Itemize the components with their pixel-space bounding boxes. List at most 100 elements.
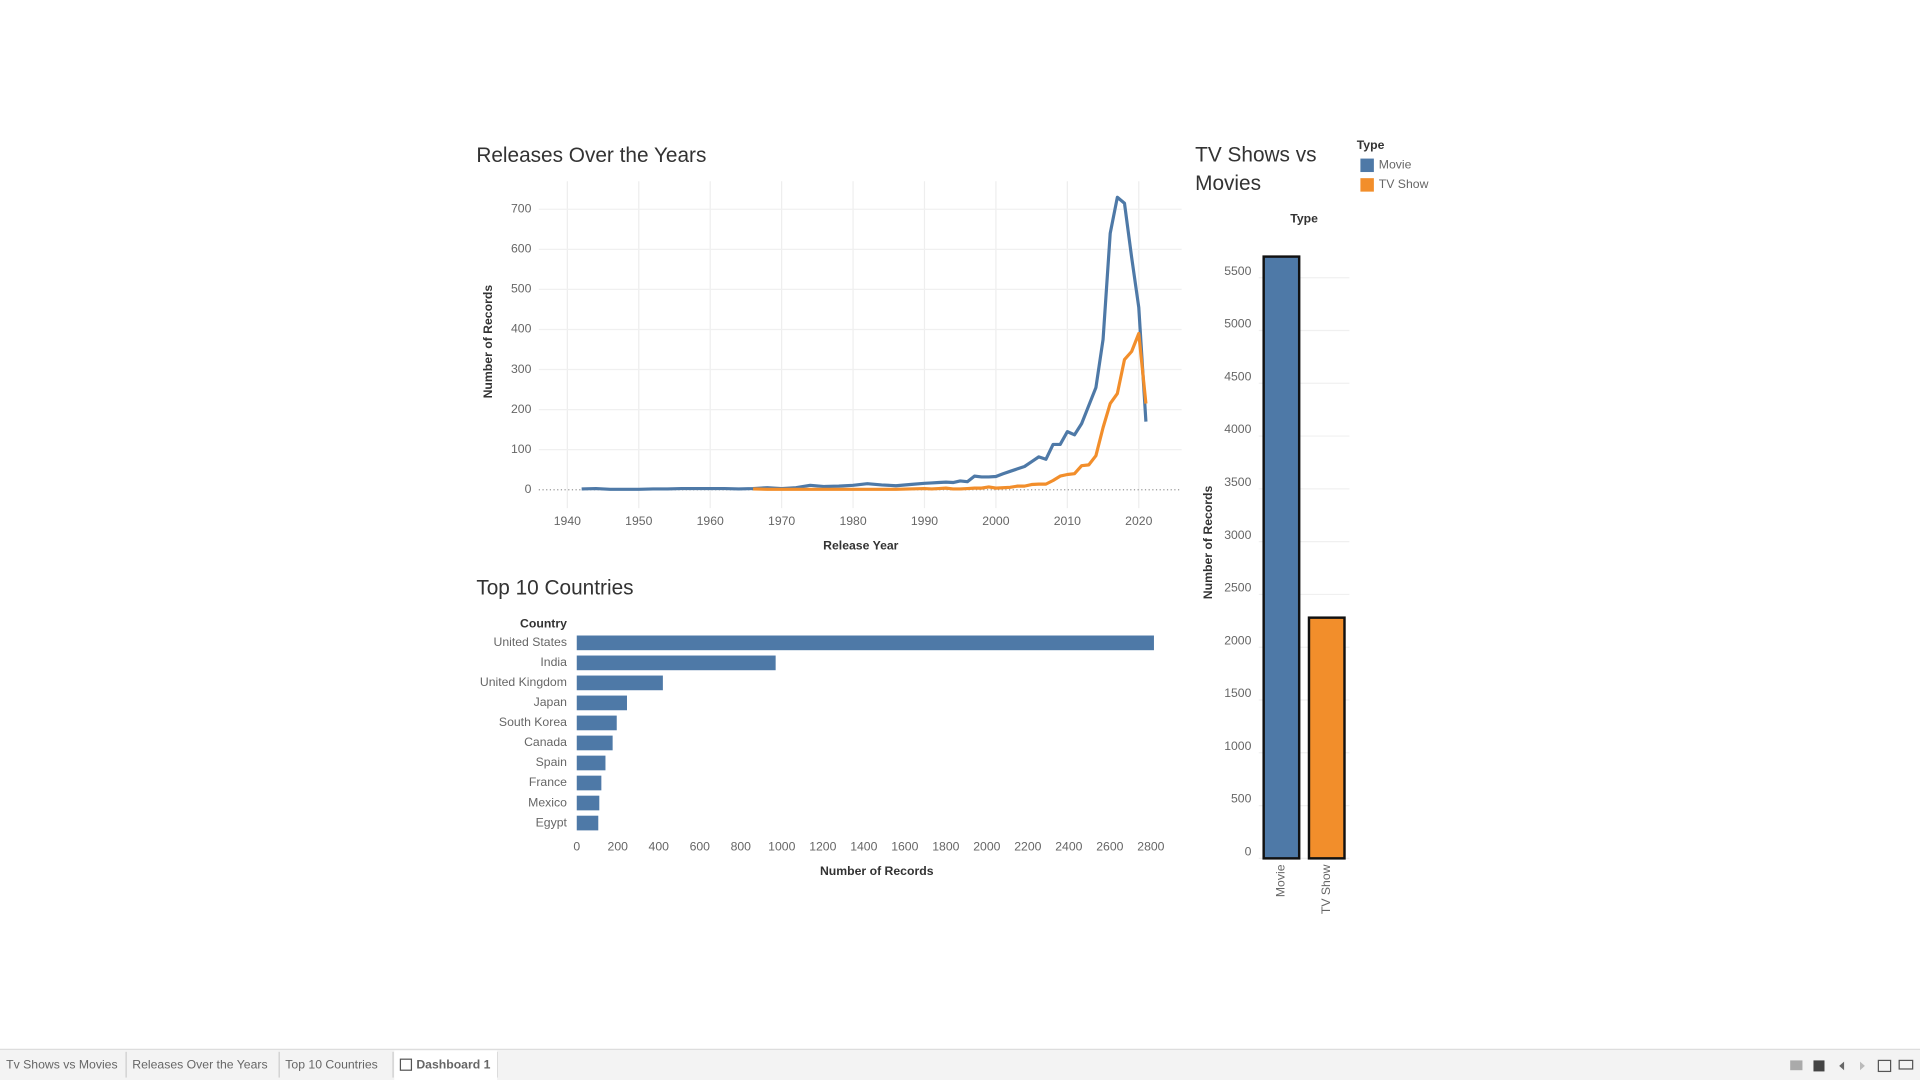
bar (1307, 616, 1346, 860)
y-tick-label: 300 (511, 362, 532, 376)
y-axis-label: Number of Records (1201, 485, 1215, 599)
tab[interactable]: Dashboard 1 (416, 1058, 490, 1072)
x-axis-label: Number of Records (820, 864, 934, 878)
y-tick-label: 0 (1245, 844, 1252, 858)
x-tick-label: 1800 (932, 840, 959, 854)
x-tick-label: 2000 (982, 514, 1009, 528)
bar (576, 675, 663, 691)
tab[interactable]: Tv Shows vs Movies (6, 1058, 118, 1072)
x-tick-label: 1980 (839, 514, 866, 528)
x-tick-label: 2000 (973, 840, 1000, 854)
y-tick-label: 1000 (1224, 739, 1251, 753)
y-tick-label: 200 (511, 402, 532, 416)
y-tick-label: 5000 (1224, 317, 1251, 331)
bar (576, 735, 613, 751)
legend-title: Type (1357, 138, 1385, 152)
chart-title-box: TV Shows vs Movies (1195, 143, 1317, 195)
x-tick-label: 1200 (809, 840, 836, 854)
x-tick-label: 1000 (768, 840, 795, 854)
x-tick-label: 2200 (1014, 840, 1041, 854)
chart-title: TV Shows vs Movies (1195, 143, 1317, 195)
x-tick-label: 1400 (850, 840, 877, 854)
y-tick-label: Japan (534, 695, 568, 709)
icon[interactable] (1790, 1060, 1803, 1071)
y-tick-label: 3000 (1224, 528, 1251, 542)
x-tick-label: 2020 (1125, 514, 1152, 528)
icon[interactable] (1813, 1060, 1825, 1072)
x-tick-label: 1950 (625, 514, 652, 528)
y-axis-label: Number of Records (481, 285, 495, 399)
chart-title: Releases Over the Years (476, 144, 706, 167)
icon[interactable] (1860, 1061, 1865, 1071)
x-tick-label: 2800 (1137, 840, 1164, 854)
x-tick-label: 1970 (768, 514, 795, 528)
x-tick-label: 200 (608, 840, 629, 854)
x-tick-label: 400 (649, 840, 670, 854)
x-axis-header: Type (1290, 211, 1318, 225)
bar (1262, 255, 1301, 860)
x-tick-label: 1990 (911, 514, 938, 528)
line-series (581, 195, 1148, 491)
toolbar-icons (1790, 1059, 1914, 1073)
y-tick-label: Mexico (528, 795, 567, 809)
legend-label: Movie (1379, 158, 1412, 172)
icon[interactable] (1898, 1059, 1914, 1070)
icon[interactable] (1877, 1059, 1892, 1073)
y-tick-label: 600 (511, 242, 532, 256)
y-tick-label: 1500 (1224, 686, 1251, 700)
icon[interactable] (1839, 1061, 1845, 1071)
bar (576, 655, 776, 671)
bar (576, 815, 599, 831)
y-tick-label: 400 (511, 322, 532, 336)
x-tick-label: 600 (690, 840, 711, 854)
x-tick-label: 800 (731, 840, 752, 854)
x-tick-label: Movie (1274, 864, 1288, 897)
y-tick-label: 700 (511, 202, 532, 216)
y-tick-label: United Kingdom (480, 675, 567, 689)
y-tick-label: 500 (511, 282, 532, 296)
tab[interactable]: Top 10 Countries (285, 1058, 378, 1072)
line-series (753, 331, 1148, 491)
x-tick-label: 1940 (554, 514, 581, 528)
bar (576, 695, 627, 711)
x-tick-label: 1600 (891, 840, 918, 854)
y-tick-label: 4500 (1224, 369, 1251, 383)
x-tick-label: 2600 (1096, 840, 1123, 854)
y-tick-label: 3500 (1224, 475, 1251, 489)
y-tick-label: 100 (511, 442, 532, 456)
x-tick-label: 0 (573, 840, 580, 854)
y-tick-label: 2000 (1224, 633, 1251, 647)
x-tick-label: 1960 (697, 514, 724, 528)
legend-label: TV Show (1379, 177, 1429, 191)
tab-bar (0, 1049, 1920, 1080)
y-tick-label: Canada (524, 735, 567, 749)
y-tick-label: France (529, 775, 567, 789)
y-tick-label: 500 (1231, 792, 1252, 806)
y-tick-label: 4000 (1224, 422, 1251, 436)
x-axis-label: Release Year (823, 538, 899, 552)
tab-icon (399, 1058, 413, 1071)
x-tick-label: 2010 (1054, 514, 1081, 528)
chart-title: Top 10 Countries (476, 576, 633, 599)
legend-swatch (1360, 158, 1374, 173)
y-tick-label: Spain (536, 755, 567, 769)
bar (576, 755, 606, 771)
bar (576, 775, 602, 791)
y-tick-label: India (540, 655, 567, 669)
bar (576, 635, 1154, 651)
bar (576, 715, 617, 731)
y-tick-label: 5500 (1224, 264, 1251, 278)
tab[interactable]: Releases Over the Years (132, 1058, 267, 1072)
y-tick-label: United States (493, 635, 566, 649)
y-tick-label: South Korea (499, 715, 567, 729)
x-tick-label: TV Show (1319, 864, 1333, 914)
bar (576, 795, 600, 811)
x-tick-label: 2400 (1055, 840, 1082, 854)
category-header: Country (520, 617, 567, 631)
y-tick-label: 2500 (1224, 581, 1251, 595)
legend-swatch (1360, 178, 1374, 192)
y-tick-label: 0 (525, 482, 532, 496)
y-tick-label: Egypt (536, 815, 568, 829)
